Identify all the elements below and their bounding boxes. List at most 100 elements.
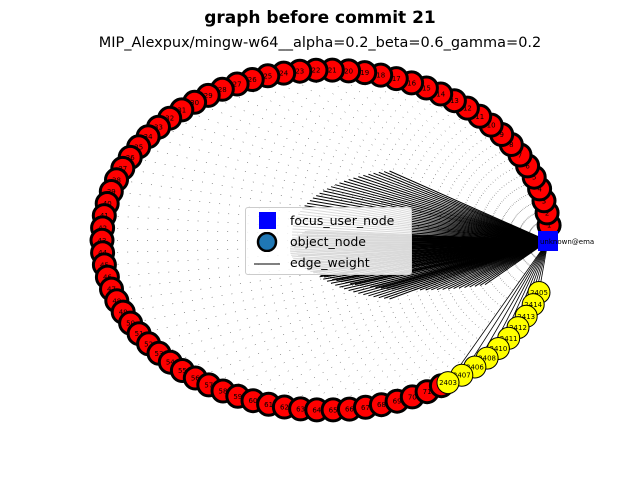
node-label: 54	[166, 359, 175, 367]
node-label: 2413	[517, 313, 535, 321]
node-label: 48	[112, 297, 121, 305]
edge	[440, 93, 549, 242]
node-label: 49	[119, 309, 128, 317]
edge	[104, 240, 549, 266]
node-label: 2411	[500, 335, 518, 343]
node-label: 8	[509, 141, 513, 149]
node-label: 3	[542, 197, 546, 205]
edge-layer	[101, 69, 550, 411]
node-label: 30	[190, 99, 199, 107]
object-node	[436, 371, 460, 395]
node-label: 52	[144, 340, 153, 348]
node-label: 62	[280, 404, 289, 412]
node-label: 32	[165, 115, 174, 123]
line-marker-icon	[254, 263, 280, 265]
node-label: 23	[295, 68, 304, 76]
node-label: 2406	[466, 364, 484, 372]
chart-title: graph before commit 21	[204, 8, 436, 28]
edge	[237, 83, 549, 242]
node-label: 59	[233, 393, 242, 401]
edge	[484, 240, 549, 286]
node-label: 34	[144, 133, 153, 141]
edge	[138, 146, 549, 242]
node-label: 2403	[439, 379, 457, 387]
node-label: 13	[450, 97, 459, 105]
node-label: 19	[360, 69, 369, 77]
node-label: 56	[191, 375, 200, 383]
node-label: 29	[204, 92, 213, 100]
node-label: 61	[264, 401, 273, 409]
edge	[315, 70, 549, 242]
node-label: 25	[263, 72, 272, 80]
node-label: 21	[328, 67, 337, 75]
node-label: 9	[499, 131, 503, 139]
node-label: 12	[463, 105, 472, 113]
node-label: 50	[126, 320, 135, 328]
edge	[299, 71, 549, 242]
node-label: 2410	[489, 345, 507, 353]
edge	[104, 215, 549, 242]
legend-item-focus-user-node: focus_user_node	[246, 211, 411, 231]
focus-node-label: unknown@ema	[540, 238, 594, 246]
legend-label: focus_user_node	[290, 213, 395, 228]
node-label: 33	[154, 124, 163, 132]
edge	[319, 192, 549, 242]
node-label: 24	[279, 70, 288, 78]
node-label: 15	[422, 85, 431, 93]
node-label: 37	[118, 165, 127, 173]
node-label: 2408	[478, 355, 496, 363]
node-label: 31	[177, 106, 186, 114]
node-label: 2	[545, 209, 549, 217]
edge	[283, 72, 549, 242]
node-label: 14	[436, 91, 445, 99]
node-label: 71	[423, 388, 432, 396]
legend-label: object_node	[290, 234, 366, 249]
node-label: 53	[155, 350, 164, 358]
node-label: 60	[249, 397, 258, 405]
edge	[474, 240, 549, 368]
node-label: 6	[525, 162, 530, 170]
node-label: 69	[393, 398, 402, 406]
node-label: 55	[178, 367, 187, 375]
node-label: 4	[537, 185, 542, 193]
node-label: 70	[408, 393, 417, 401]
edge	[447, 240, 549, 383]
circle-marker-icon	[256, 232, 278, 252]
edge	[461, 240, 549, 376]
node-label: 26	[248, 76, 257, 84]
node-label: 2405	[530, 289, 548, 297]
node-label: 63	[296, 405, 305, 413]
legend-item-object-node: object_node	[246, 232, 411, 252]
edge	[130, 240, 549, 324]
node-label: 28	[218, 86, 227, 94]
node-label: 64	[312, 406, 321, 414]
node-label: 2412	[509, 324, 527, 332]
node-label: 22	[312, 67, 321, 75]
legend-label: edge_weight	[290, 255, 370, 270]
node-label: 11	[475, 113, 484, 121]
node-label: 27	[233, 81, 242, 89]
node-label: 16	[407, 79, 416, 87]
node-label: 58	[219, 388, 228, 396]
node-label: 36	[126, 154, 135, 162]
node-label: 2414	[524, 301, 542, 309]
node-label: 66	[345, 406, 354, 414]
edge	[349, 240, 549, 410]
edge	[312, 197, 549, 242]
node-label: 10	[487, 122, 496, 130]
node-label: 68	[377, 401, 386, 409]
node-layer: 1234567891011121314151617181920212223242…	[89, 57, 594, 423]
node-label: 65	[329, 406, 338, 414]
node-label: 1	[547, 222, 551, 230]
edge	[396, 240, 549, 402]
node-label: 5	[532, 174, 536, 182]
node-label: 20	[344, 67, 353, 75]
node-label: 35	[134, 143, 143, 151]
legend: focus_user_node object_node edge_weight	[245, 207, 412, 275]
focus-user-node	[538, 231, 558, 251]
node-label: 7	[518, 152, 522, 160]
edge	[252, 79, 549, 242]
node-label: 2407	[453, 372, 471, 380]
square-marker-icon	[259, 212, 276, 229]
